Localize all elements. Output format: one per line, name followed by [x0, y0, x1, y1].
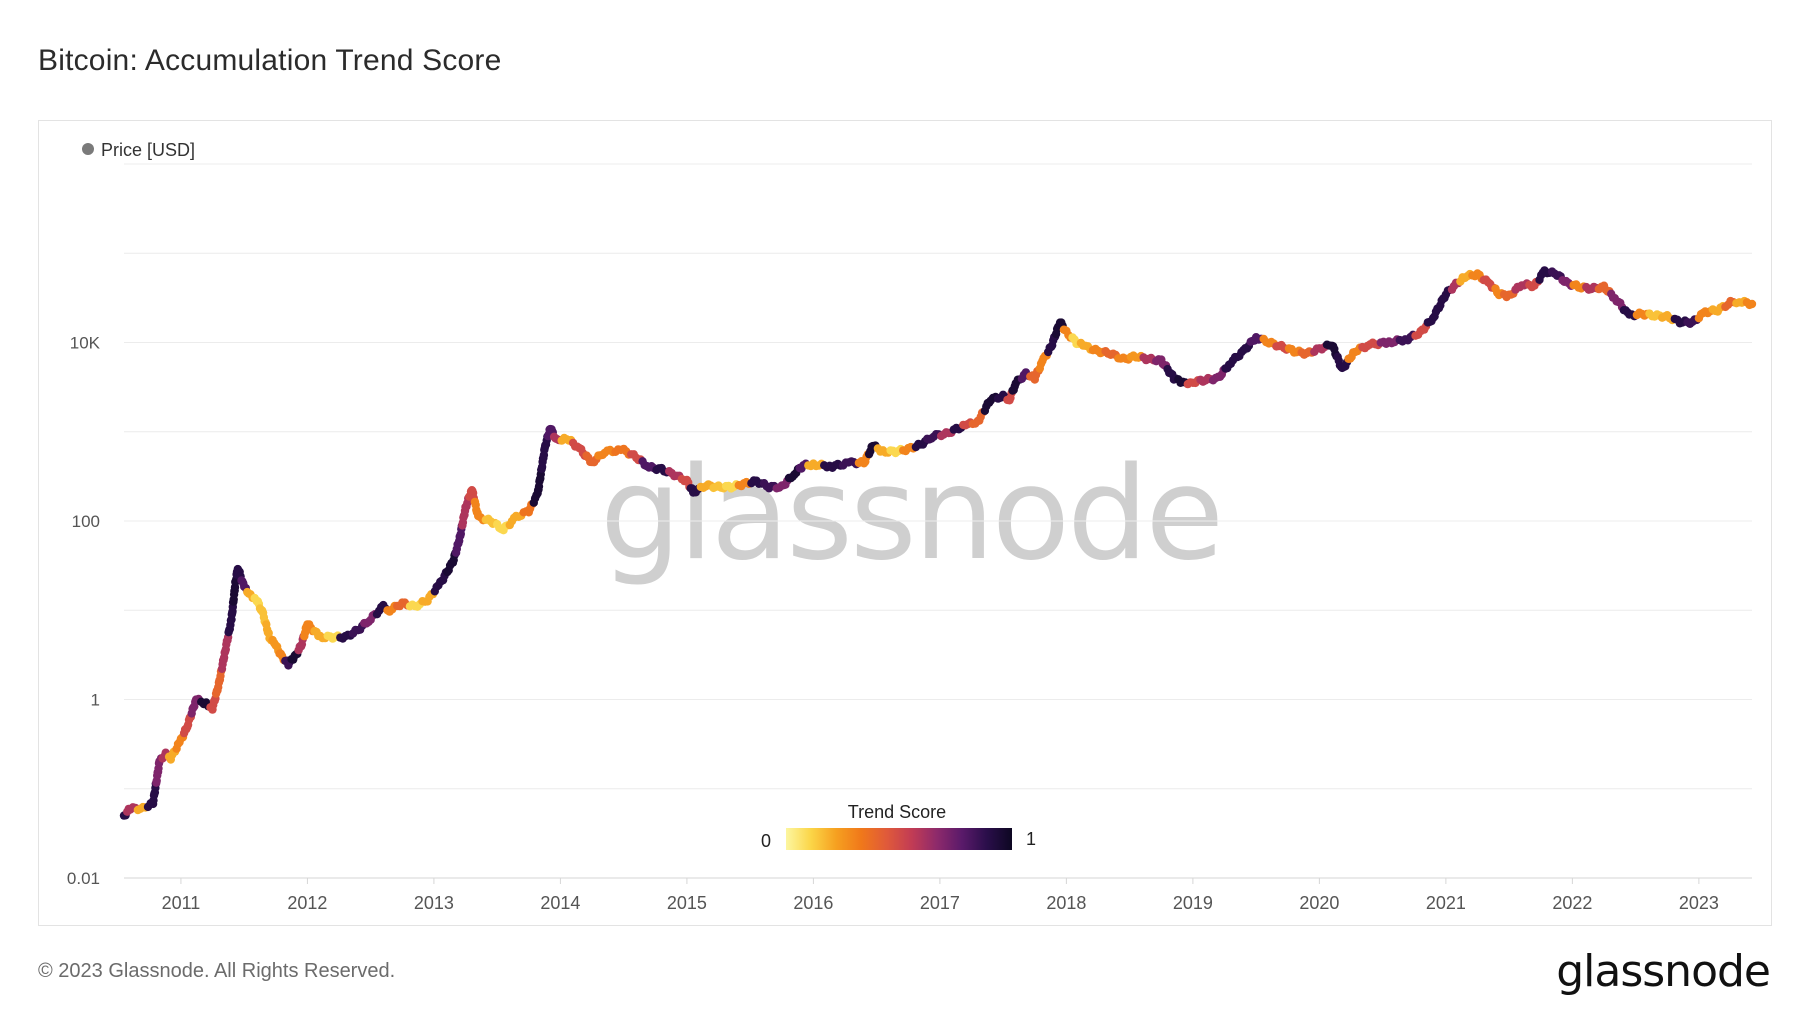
x-tick-label: 2018	[1046, 893, 1086, 913]
colorbar-max-label: 1	[1026, 829, 1036, 849]
x-tick-label: 2012	[287, 893, 327, 913]
x-tick-label: 2019	[1173, 893, 1213, 913]
brand-logo[interactable]: glassnode	[1556, 946, 1771, 997]
x-tick-label: 2022	[1552, 893, 1592, 913]
chart-frame	[38, 120, 1772, 926]
x-tick-label: 2020	[1299, 893, 1339, 913]
x-tick-label: 2013	[414, 893, 454, 913]
x-tick-label: 2023	[1679, 893, 1719, 913]
colorbar-min-label: 0	[761, 831, 771, 851]
legend-label[interactable]: Price [USD]	[101, 140, 195, 160]
x-tick-label: 2016	[793, 893, 833, 913]
x-tick-label: 2011	[162, 893, 201, 913]
colorbar-gradient	[786, 828, 1012, 850]
copyright-footer: © 2023 Glassnode. All Rights Reserved.	[38, 960, 396, 982]
watermark-logo: glassnode	[600, 440, 1224, 589]
x-tick-label: 2015	[667, 893, 707, 913]
colorbar-title: Trend Score	[848, 802, 946, 822]
y-tick-label: 0.01	[67, 869, 100, 888]
x-tick-label: 2017	[920, 893, 960, 913]
legend-marker	[82, 143, 94, 155]
x-tick-label: 2014	[540, 893, 580, 913]
y-tick-label: 10K	[70, 334, 101, 353]
x-tick-label: 2021	[1426, 893, 1466, 913]
y-tick-label: 100	[72, 512, 100, 531]
chart-title: Bitcoin: Accumulation Trend Score	[38, 44, 502, 77]
price-point	[1747, 299, 1757, 309]
y-tick-label: 1	[91, 691, 100, 710]
